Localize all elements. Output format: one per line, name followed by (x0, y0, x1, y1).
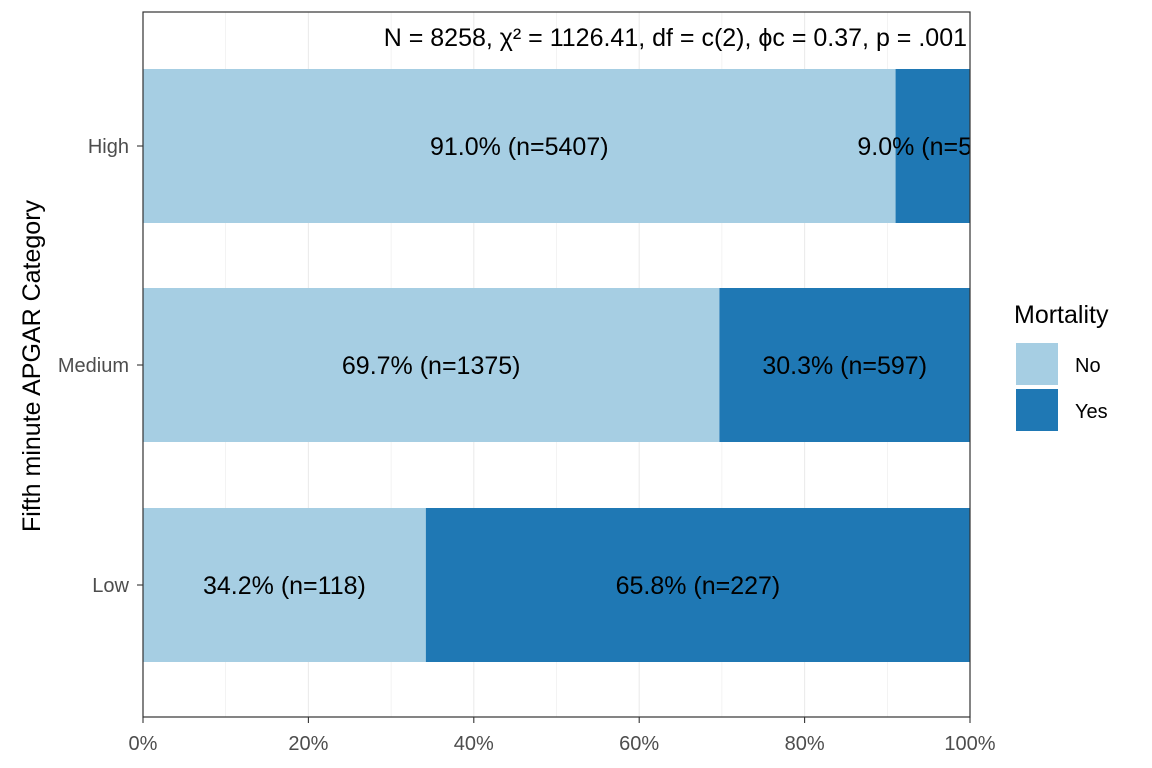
chart-subtitle: N = 8258, χ² = 1126.41, df = c(2), ϕc = … (384, 24, 967, 52)
bar-label-medium-yes: 30.3% (n=597) (762, 352, 927, 380)
y-tick-label-high: High (88, 136, 129, 158)
legend-key-no (1016, 343, 1058, 385)
y-axis: High Medium Low (58, 136, 143, 597)
bar-medium-yes (719, 288, 970, 442)
bar-label-high-yes: 9.0% (n=535) (857, 133, 1008, 161)
legend: Mortality No Yes (1014, 301, 1109, 431)
bar-high-no (143, 69, 896, 223)
y-tick-label-medium: Medium (58, 355, 129, 377)
bar-label-low-yes: 65.8% (n=227) (616, 572, 781, 600)
legend-label-yes: Yes (1075, 401, 1108, 423)
bar-label-low-no: 34.2% (n=118) (203, 572, 366, 600)
bar-label-high-no: 91.0% (n=5407) (430, 133, 609, 161)
bar-label-medium-no: 69.7% (n=1375) (342, 352, 521, 380)
x-tick-label: 40% (454, 733, 494, 755)
bar-medium-no (143, 288, 720, 442)
x-tick-label: 80% (785, 733, 825, 755)
x-tick-label: 0% (129, 733, 158, 755)
bar-labels: 91.0% (n=5407) 9.0% (n=535) 69.7% (n=1375)… (203, 133, 1008, 600)
y-axis-title: Fifth minute APGAR Category (18, 199, 46, 532)
x-axis: 0% 20% 40% 60% 80% 100% (129, 717, 996, 755)
legend-label-no: No (1075, 355, 1101, 377)
legend-title: Mortality (1014, 301, 1109, 329)
x-tick-label: 20% (288, 733, 328, 755)
x-tick-label: 60% (619, 733, 659, 755)
bar-low-yes (425, 508, 970, 662)
legend-key-yes (1016, 389, 1058, 431)
bar-high-yes (895, 69, 970, 223)
bar-low-no (143, 508, 426, 662)
y-tick-label-low: Low (92, 575, 129, 597)
x-tick-label: 100% (944, 733, 995, 755)
bars (143, 69, 970, 662)
